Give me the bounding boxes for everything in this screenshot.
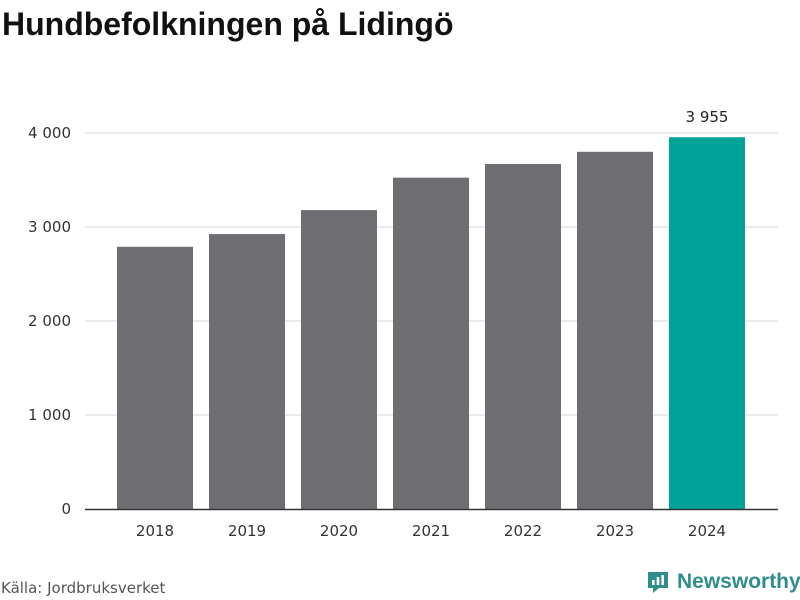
x-tick-label: 2018	[136, 522, 174, 540]
chart-title: Hundbefolkningen på Lidingö	[2, 6, 454, 42]
y-tick-label: 1 000	[28, 406, 71, 424]
x-tick-label: 2024	[688, 522, 726, 540]
x-tick-label: 2022	[504, 522, 542, 540]
newsworthy-logo-icon	[648, 572, 668, 593]
data-labels: 3 955	[686, 108, 729, 126]
source-note: Källa: Jordbruksverket	[1, 579, 166, 597]
bars	[117, 137, 745, 510]
bar-2019	[209, 234, 285, 510]
y-tick-label: 2 000	[28, 312, 71, 330]
bar-2020	[301, 210, 377, 509]
brand: Newsworthy	[645, 569, 800, 595]
x-tick-label: 2023	[596, 522, 634, 540]
x-tick-label: 2020	[320, 522, 358, 540]
y-tick-label: 4 000	[28, 124, 71, 142]
bar-2022	[485, 164, 561, 509]
data-label-2024: 3 955	[686, 108, 729, 126]
brand-name: Newsworthy	[677, 570, 800, 593]
bar-2021	[393, 177, 469, 509]
bar-2024	[669, 137, 745, 510]
y-axis-tick-labels: 0 1 000 2 000 3 000 4 000	[28, 124, 71, 518]
y-tick-label: 0	[61, 500, 71, 518]
x-axis-tick-labels: 2018 2019 2020 2021 2022 2023 2024	[136, 522, 726, 540]
x-tick-label: 2019	[228, 522, 266, 540]
bar-2018	[117, 246, 193, 510]
y-tick-label: 3 000	[28, 218, 71, 236]
bar-2023	[577, 151, 653, 510]
x-tick-label: 2021	[412, 522, 450, 540]
